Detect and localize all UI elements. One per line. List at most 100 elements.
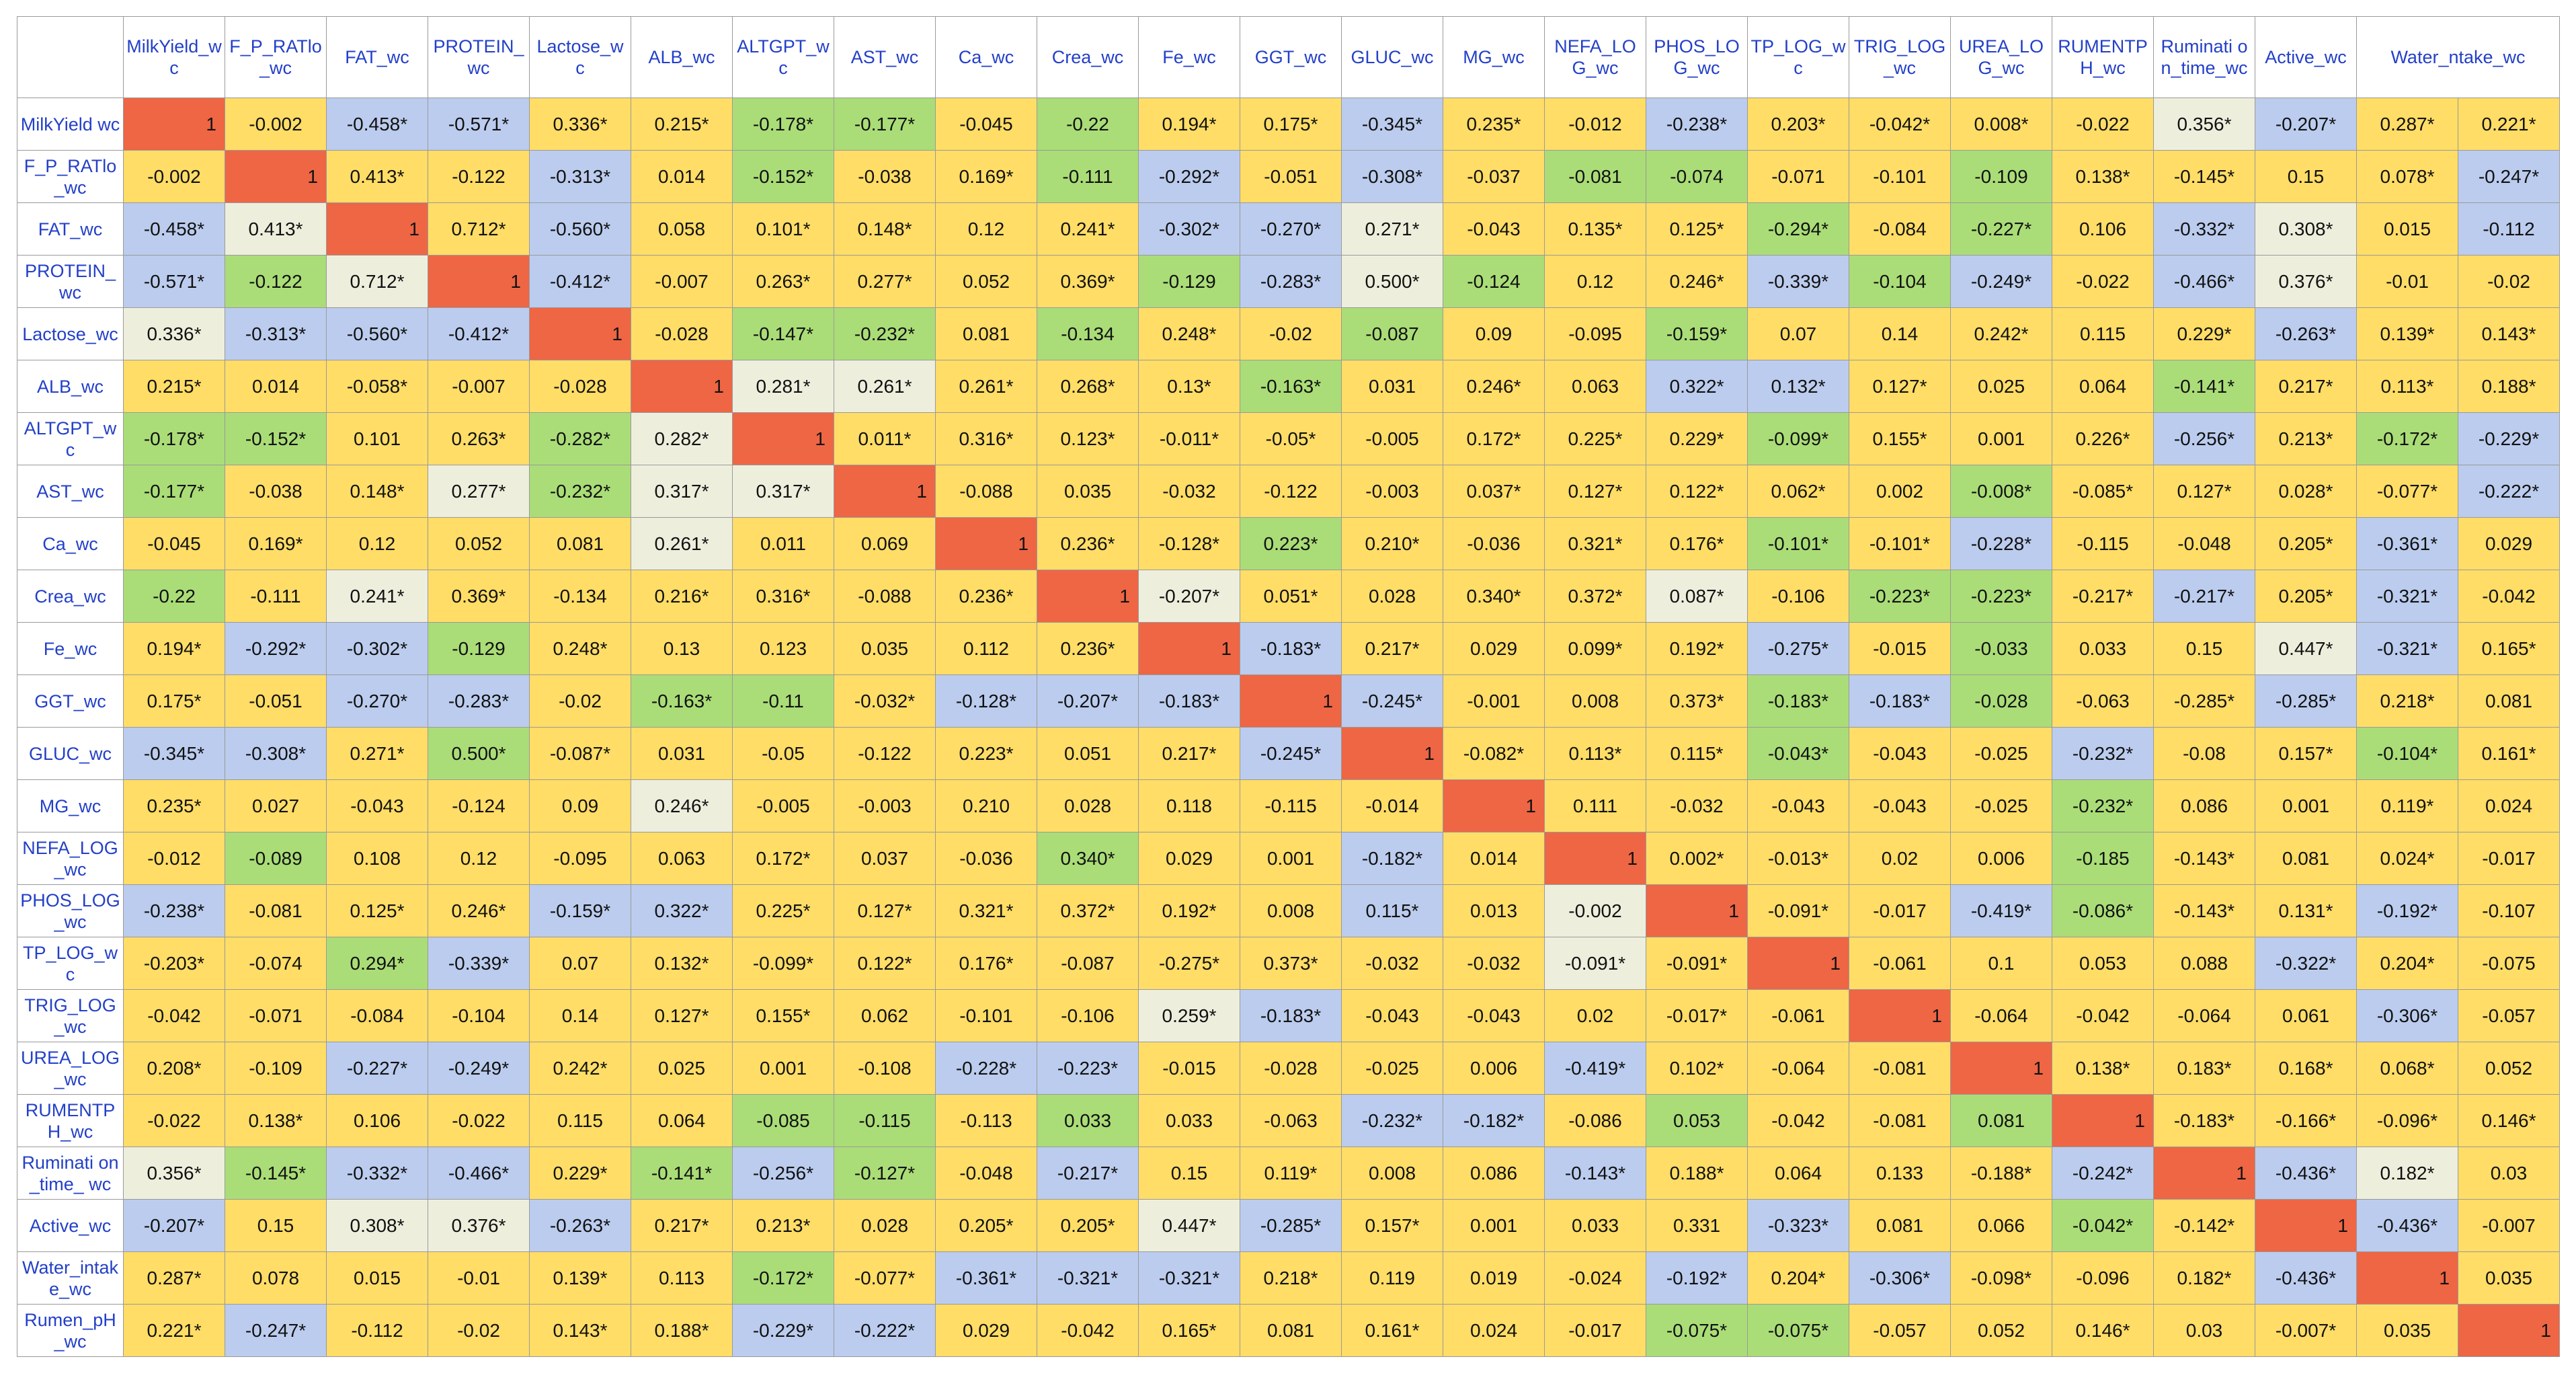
correlation-cell: -0.322* — [2255, 937, 2357, 990]
correlation-cell: -0.217* — [2052, 570, 2154, 623]
correlation-cell: -0.104* — [2356, 727, 2458, 780]
correlation-cell: -0.032 — [1646, 779, 1748, 832]
correlation-cell: 0.165* — [2458, 622, 2560, 675]
correlation-cell: 0.127* — [631, 989, 733, 1042]
correlation-cell: -0.188* — [1950, 1147, 2052, 1200]
correlation-cell: 0.369* — [428, 570, 530, 623]
correlation-cell: 0.376* — [2255, 255, 2357, 308]
correlation-cell: 0.028 — [834, 1199, 936, 1252]
correlation-cell: -0.036 — [935, 832, 1037, 885]
correlation-cell: -0.007 — [2458, 1199, 2560, 1252]
correlation-cell: 0.011* — [834, 412, 936, 465]
correlation-cell: 0.133 — [1849, 1147, 1951, 1200]
correlation-cell: 0.223* — [935, 727, 1037, 780]
correlation-cell: -0.124 — [428, 779, 530, 832]
correlation-cell: -0.560* — [326, 307, 428, 360]
correlation-cell: -0.285* — [2255, 674, 2357, 728]
correlation-cell: -0.128* — [935, 674, 1037, 728]
correlation-cell: 0.336* — [529, 98, 631, 151]
correlation-cell: -0.143* — [2153, 884, 2255, 937]
correlation-cell: 0.115* — [1341, 884, 1443, 937]
correlation-cell: 0.235* — [123, 779, 225, 832]
column-header: ALB_wc — [631, 16, 733, 98]
correlation-cell: 0.208* — [123, 1042, 225, 1095]
correlation-cell: 0.192* — [1646, 622, 1748, 675]
column-header: RUMENTPH_wc — [2052, 16, 2154, 98]
correlation-cell: -0.285* — [1240, 1199, 1342, 1252]
correlation-cell: 0.029 — [2458, 517, 2560, 570]
correlation-cell: -0.043 — [1747, 779, 1849, 832]
correlation-cell: -0.129 — [1138, 255, 1240, 308]
correlation-cell: 0.12 — [935, 202, 1037, 256]
correlation-cell: 0.182* — [2153, 1251, 2255, 1305]
correlation-cell: -0.361* — [935, 1251, 1037, 1305]
correlation-cell: 0.210 — [935, 779, 1037, 832]
correlation-cell: -0.042 — [2458, 570, 2560, 623]
correlation-cell: 0.127* — [2153, 465, 2255, 518]
correlation-cell: -0.283* — [428, 674, 530, 728]
correlation-cell: -0.012 — [1544, 98, 1646, 151]
correlation-cell: 0.322* — [631, 884, 733, 937]
correlation-cell: 0.248* — [529, 622, 631, 675]
correlation-cell: 0.052 — [428, 517, 530, 570]
correlation-cell: 0.081 — [1849, 1199, 1951, 1252]
correlation-cell: 0.188* — [2458, 360, 2560, 413]
correlation-cell: 0.165* — [1138, 1304, 1240, 1357]
correlation-cell: 0.011 — [732, 517, 834, 570]
correlation-cell: -0.033 — [1950, 622, 2052, 675]
row-header: FAT_wc — [17, 202, 124, 256]
correlation-cell: -0.104 — [428, 989, 530, 1042]
correlation-cell: -0.127* — [834, 1147, 936, 1200]
correlation-cell: 0.161* — [2458, 727, 2560, 780]
correlation-cell: -0.01 — [428, 1251, 530, 1305]
correlation-cell: -0.032* — [834, 674, 936, 728]
correlation-cell: 0.069 — [834, 517, 936, 570]
column-header: GGT_wc — [1240, 16, 1342, 98]
correlation-cell: 0.263* — [732, 255, 834, 308]
correlation-cell: 0.261* — [834, 360, 936, 413]
correlation-cell: 0.063 — [631, 832, 733, 885]
column-header: GLUC_wc — [1341, 16, 1443, 98]
correlation-cell: -0.042 — [2052, 989, 2154, 1042]
correlation-cell: 0.002 — [1849, 465, 1951, 518]
correlation-cell: -0.177* — [123, 465, 225, 518]
correlation-cell: 0.356* — [123, 1147, 225, 1200]
correlation-cell: -0.096 — [2052, 1251, 2154, 1305]
correlation-cell: 0.15 — [2255, 150, 2357, 203]
correlation-cell: 0.086 — [1443, 1147, 1545, 1200]
correlation-cell: 0.271* — [326, 727, 428, 780]
correlation-cell: 0.09 — [529, 779, 631, 832]
correlation-cell: 0.287* — [123, 1251, 225, 1305]
correlation-cell: -0.098* — [1950, 1251, 2052, 1305]
correlation-cell: 0.062* — [1747, 465, 1849, 518]
correlation-cell: -0.332* — [2153, 202, 2255, 256]
correlation-cell: -0.247* — [2458, 150, 2560, 203]
correlation-cell: 0.369* — [1037, 255, 1139, 308]
row-header: AST_wc — [17, 465, 124, 518]
correlation-cell: 0.035 — [1037, 465, 1139, 518]
correlation-cell: 0.221* — [2458, 98, 2560, 151]
correlation-cell: 0.175* — [1240, 98, 1342, 151]
table-row: MilkYield wc 1 -0.002 -0.458* -0.571* 0.336* 0… — [17, 98, 2560, 151]
correlation-cell: 0.241* — [326, 570, 428, 623]
correlation-cell: 0.413* — [326, 150, 428, 203]
correlation-cell: 0.07 — [529, 937, 631, 990]
correlation-cell: -0.22 — [1037, 98, 1139, 151]
correlation-cell: -0.05 — [732, 727, 834, 780]
correlation-cell: -0.141* — [2153, 360, 2255, 413]
correlation-cell: 0.001 — [1240, 832, 1342, 885]
correlation-cell: -0.207* — [1138, 570, 1240, 623]
correlation-cell: 1 — [1240, 674, 1342, 728]
correlation-cell: -0.163* — [1240, 360, 1342, 413]
correlation-cell: -0.008* — [1950, 465, 2052, 518]
correlation-cell: 0.217* — [2255, 360, 2357, 413]
correlation-cell: -0.466* — [2153, 255, 2255, 308]
correlation-cell: 0.078* — [2356, 150, 2458, 203]
correlation-cell: 0.236* — [1037, 622, 1139, 675]
correlation-cell: -0.109 — [1950, 150, 2052, 203]
correlation-cell: 0.064 — [2052, 360, 2154, 413]
correlation-cell: 0.051 — [1037, 727, 1139, 780]
correlation-cell: 0.373* — [1646, 674, 1748, 728]
correlation-cell: -0.145* — [225, 1147, 327, 1200]
correlation-cell: 0.025 — [631, 1042, 733, 1095]
